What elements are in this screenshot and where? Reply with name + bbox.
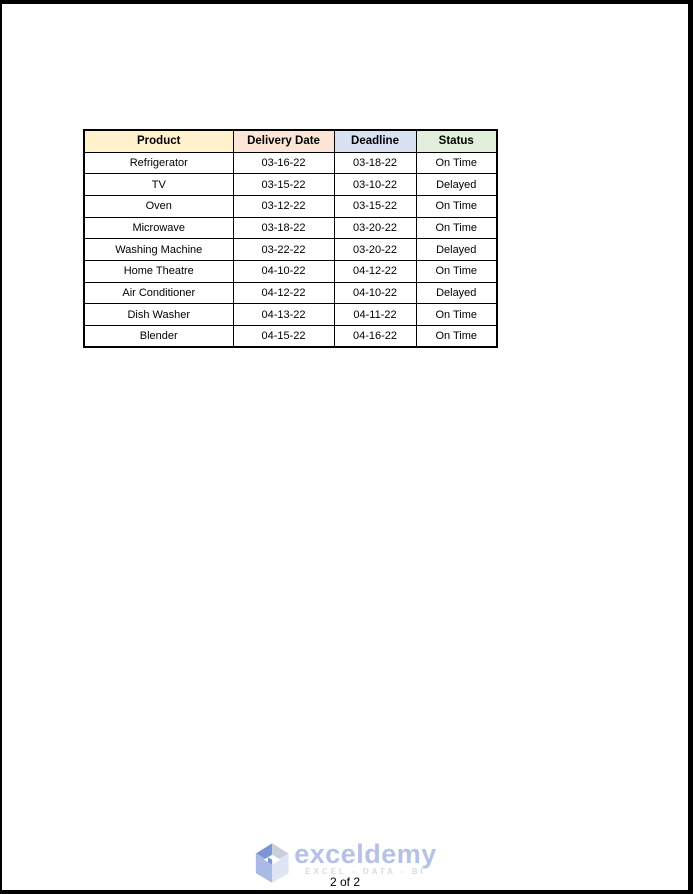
footer-page-number: 2 of 2 xyxy=(329,875,361,889)
table-cell: On Time xyxy=(415,216,498,240)
table-cell: 03-18-22 xyxy=(333,151,417,175)
table-cell: On Time xyxy=(415,194,498,218)
table-row: Air Conditioner 04-12-22 04-10-22 Delayed xyxy=(83,281,498,305)
table-cell: 04-16-22 xyxy=(333,325,417,348)
table-cell: Delayed xyxy=(415,238,498,261)
table-cell: Delayed xyxy=(415,173,498,196)
table-cell: On Time xyxy=(415,303,498,326)
table-row: Blender 04-15-22 04-16-22 On Time xyxy=(83,325,498,348)
table-cell: On Time xyxy=(415,259,498,283)
table-row: Washing Machine 03-22-22 03-20-22 Delayed xyxy=(83,238,498,261)
table-cell: On Time xyxy=(415,325,498,348)
table-cell: Washing Machine xyxy=(83,238,234,261)
exceldemy-cube-logo-icon xyxy=(255,843,289,883)
watermark-tagline-text: EXCEL - DATA - BI xyxy=(305,867,426,876)
table-row: Dish Washer 04-13-22 04-11-22 On Time xyxy=(83,303,498,326)
table-cell: 03-16-22 xyxy=(232,151,335,175)
table-cell: TV xyxy=(83,173,234,196)
table-header-row: Product Delivery Date Deadline Status xyxy=(83,129,498,153)
watermark-brand-text: exceldemy xyxy=(294,839,437,869)
table-cell: Blender xyxy=(83,325,234,348)
table-cell: 04-10-22 xyxy=(333,281,417,305)
table-cell: Air Conditioner xyxy=(83,281,234,305)
table-cell: 03-20-22 xyxy=(333,216,417,240)
delivery-status-table: Product Delivery Date Deadline Status Re… xyxy=(83,129,498,349)
column-header-delivery-date: Delivery Date xyxy=(232,129,335,153)
table-cell: Home Theatre xyxy=(83,259,234,283)
table-cell: 03-18-22 xyxy=(232,216,335,240)
table-cell: On Time xyxy=(415,151,498,175)
table-cell: 03-12-22 xyxy=(232,194,335,218)
table-row: Microwave 03-18-22 03-20-22 On Time xyxy=(83,216,498,240)
table-cell: 04-12-22 xyxy=(232,281,335,305)
table-cell: Dish Washer xyxy=(83,303,234,326)
table-cell: 04-10-22 xyxy=(232,259,335,283)
table-cell: 03-20-22 xyxy=(333,238,417,261)
table-row: Oven 03-12-22 03-15-22 On Time xyxy=(83,194,498,218)
table-row: Refrigerator 03-16-22 03-18-22 On Time xyxy=(83,151,498,175)
table-cell: 03-10-22 xyxy=(333,173,417,196)
table-cell: 03-15-22 xyxy=(232,173,335,196)
column-header-product: Product xyxy=(83,129,234,153)
table-cell: 04-15-22 xyxy=(232,325,335,348)
table-row: Home Theatre 04-10-22 04-12-22 On Time xyxy=(83,259,498,283)
table-cell: Refrigerator xyxy=(83,151,234,175)
table-cell: Delayed xyxy=(415,281,498,305)
table-cell: Microwave xyxy=(83,216,234,240)
table-body: Refrigerator 03-16-22 03-18-22 On Time TV 03-… xyxy=(83,151,498,348)
table-cell: 03-22-22 xyxy=(232,238,335,261)
table-cell: Oven xyxy=(83,194,234,218)
table-cell: 04-11-22 xyxy=(333,303,417,326)
column-header-status: Status xyxy=(415,129,498,153)
table-cell: 04-12-22 xyxy=(333,259,417,283)
table-row: TV 03-15-22 03-10-22 Delayed xyxy=(83,173,498,196)
table-cell: 03-15-22 xyxy=(333,194,417,218)
column-header-deadline: Deadline xyxy=(333,129,417,153)
table-cell: 04-13-22 xyxy=(232,303,335,326)
